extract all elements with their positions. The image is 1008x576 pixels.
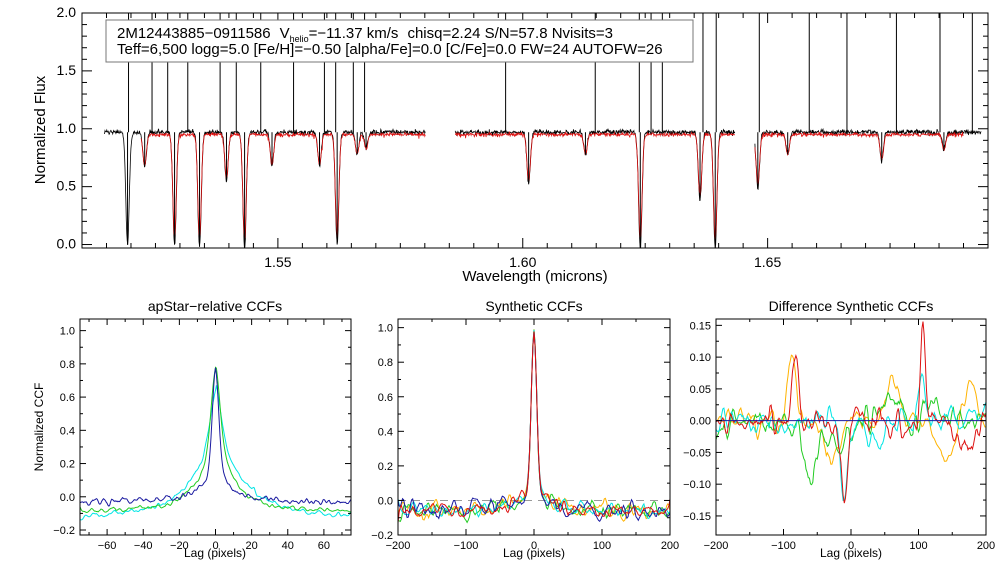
green-diff-ccf-line (716, 391, 986, 486)
apstar-ccf-xlabel: Lag (pixels) (184, 546, 246, 560)
y-tick-label: 0.4 (60, 425, 75, 437)
y-tick-label: −0.2 (371, 530, 393, 542)
y-tick-label: 0.8 (378, 357, 393, 369)
x-tick-label: −200 (704, 540, 729, 552)
x-tick-label: 1.55 (264, 254, 291, 270)
x-tick-label: 200 (977, 540, 995, 552)
red-diff-ccf-line (716, 321, 986, 504)
y-tick-label: −0.15 (683, 511, 711, 523)
x-tick-label: −200 (386, 540, 411, 552)
y-tick-label: 0.0 (60, 492, 75, 504)
x-tick-label: 60 (318, 540, 330, 552)
apstar-ccf-title: apStar−relative CCFs (148, 298, 282, 314)
x-tick-label: 100 (909, 540, 927, 552)
x-tick-label: −20 (170, 540, 189, 552)
model-flux-line (140, 131, 426, 239)
difference-ccf-title: Difference Synthetic CCFs (769, 298, 934, 314)
y-tick-label: 0.0 (378, 495, 393, 507)
orange-diff-ccf-line (716, 354, 986, 465)
synthetic-ccf-ticks: −200 −100 0 100 200 −0.2 0.0 0.2 0.4 0.6 0.8 1.0 (371, 319, 679, 552)
y-tick-label: 1.0 (57, 120, 77, 136)
y-tick-label: 0.2 (60, 459, 75, 471)
y-tick-label: 0.10 (690, 352, 711, 364)
spectrum-ylabel: Normalized Flux (32, 75, 49, 184)
y-tick-label: 0.5 (57, 178, 77, 194)
spectrum-info-line2: Teff=6,500 logg=5.0 [Fe/H]=−0.50 [alpha/… (117, 41, 663, 58)
star-id: 2M12443885−0911586 (117, 25, 271, 42)
spectrum-xlabel: Wavelength (microns) (462, 268, 607, 285)
difference-ccf-traces (716, 321, 986, 504)
y-tick-label: −0.10 (683, 479, 711, 491)
difference-ccf-ticks: −200 −100 0 100 200 −0.15 −0.10 −0.05 0.00 0.05 0.… (683, 319, 995, 552)
y-tick-label: 0.4 (378, 426, 393, 438)
y-tick-label: 0.6 (60, 392, 75, 404)
synthetic-ccf-panel: −200 −100 0 100 200 −0.2 0.0 0.2 0.4 0.6 0.8 1.0 Sy… (371, 298, 679, 560)
difference-ccf-panel: −200 −100 0 100 200 −0.15 −0.10 −0.05 0.00 0.05 0.… (683, 298, 995, 560)
cyan-diff-ccf-line (716, 372, 986, 501)
spectrum-axes-frame (81, 12, 989, 249)
x-tick-label: 1.60 (509, 254, 536, 270)
y-tick-label: 0.0 (57, 236, 77, 252)
synthetic-ccf-axes-frame (397, 318, 671, 536)
cyan-ccf-line (80, 385, 351, 521)
synthetic-ccf-xlabel: Lag (pixels) (503, 546, 565, 560)
apstar-ccf-panel: −60 −40 −20 0 20 40 60 −0.2 0.0 0.2 0.4 0.6 0.8 1.0 a… (32, 298, 352, 560)
model-flux-line (754, 131, 964, 185)
apstar-ccf-ylabel: Normalized CCF (32, 383, 46, 472)
apstar-ccf-traces (80, 366, 351, 521)
observed-flux-line (754, 127, 982, 190)
blue-ccf-line (398, 331, 670, 523)
x-tick-label: 0 (531, 540, 537, 552)
synthetic-ccf-title: Synthetic CCFs (485, 298, 582, 314)
x-tick-label: 1.65 (754, 254, 781, 270)
difference-ccf-xlabel: Lag (pixels) (820, 546, 882, 560)
y-tick-label: 1.0 (60, 326, 75, 338)
x-tick-label: 100 (593, 540, 611, 552)
y-tick-label: 0.6 (378, 392, 393, 404)
y-tick-label: 1.5 (57, 62, 77, 78)
observed-flux-line (104, 127, 426, 248)
blue-ccf-line (80, 367, 351, 507)
y-tick-label: 0.2 (378, 461, 393, 473)
synthetic-ccf-traces (398, 329, 670, 524)
orange-ccf-line (398, 329, 670, 522)
y-tick-label: 0.00 (690, 416, 711, 428)
x-tick-label: 0 (212, 540, 218, 552)
y-tick-label: −0.05 (683, 447, 711, 459)
y-tick-label: 2.0 (57, 4, 77, 20)
x-tick-label: 0 (848, 540, 854, 552)
x-tick-label: −100 (454, 540, 479, 552)
green-ccf-line (398, 329, 670, 524)
vhelio-label: V (280, 25, 290, 42)
x-tick-label: 20 (246, 540, 258, 552)
x-tick-label: −40 (134, 540, 153, 552)
vhelio-subscript: helio (290, 34, 309, 44)
y-tick-label: 0.15 (690, 320, 711, 332)
spectrum-info-line1: 2M12443885−0911586 Vhelio=−11.37 km/s chis… (117, 25, 613, 44)
spectrum-info-box (105, 19, 694, 63)
x-tick-label: 200 (661, 540, 679, 552)
cyan-ccf-line (398, 329, 670, 519)
spectrum-panel: 1.55 1.60 1.65 0.0 0.5 1.0 1.5 2.0 2M12443885−0… (32, 4, 989, 285)
x-tick-label: 40 (282, 540, 294, 552)
y-tick-label: 1.0 (378, 323, 393, 335)
model-flux-line (455, 130, 735, 240)
y-tick-label: 0.05 (690, 384, 711, 396)
red-ccf-line (398, 331, 670, 523)
x-tick-label: −60 (98, 540, 117, 552)
green-ccf-line (80, 366, 351, 514)
spectrum-ticks: 1.55 1.60 1.65 0.0 0.5 1.0 1.5 2.0 (57, 4, 989, 270)
apstar-ccf-ticks: −60 −40 −20 0 20 40 60 −0.2 0.0 0.2 0.4 0.6 0.8 1.0 (53, 319, 351, 552)
y-tick-label: −0.2 (53, 525, 75, 537)
vhelio-value: =−11.37 km/s (309, 25, 399, 42)
fit-stats: chisq=2.24 S/N=57.8 Nvisits=3 (407, 25, 613, 42)
observed-flux-line (454, 128, 736, 248)
x-tick-label: −100 (771, 540, 796, 552)
y-tick-label: 0.8 (60, 359, 75, 371)
